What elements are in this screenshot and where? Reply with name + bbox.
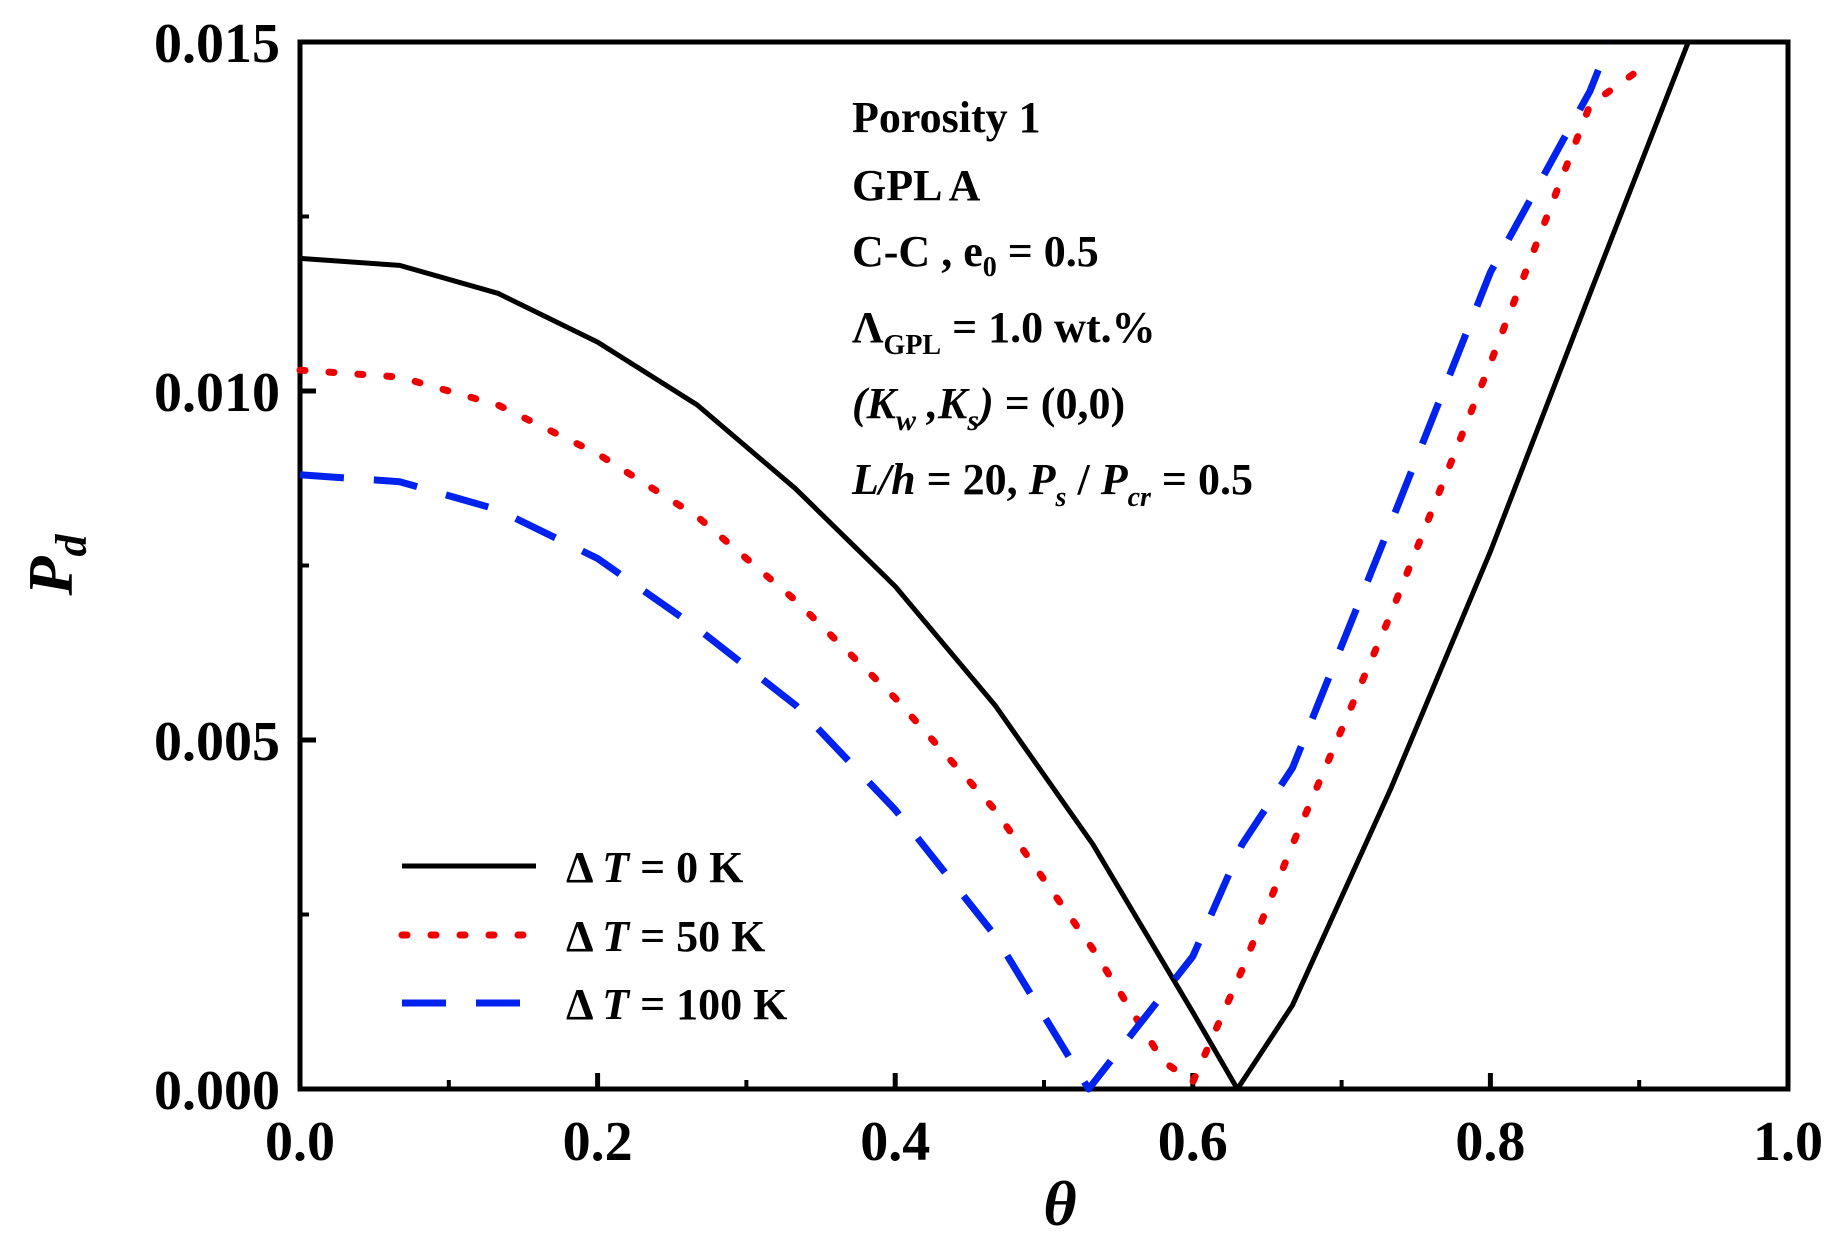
y-tick-label: 0.010 [154, 362, 280, 424]
y-tick-label: 0.005 [154, 711, 280, 773]
series-line-50k [296, 66, 1643, 1086]
annotation-porosity: Porosity 1 [852, 93, 1041, 142]
x-tick-label: 0.2 [563, 1111, 633, 1173]
y-axis-title-sub: d [47, 533, 96, 556]
annotation-block: Porosity 1 GPL A C-C , e0 = 0.5 ΛGPL = 1… [851, 93, 1253, 513]
x-tick-label: 0.4 [860, 1111, 930, 1173]
annotation-foundation: (Kw ,Ks) = (0,0) [852, 379, 1125, 437]
annotation-geometry-load: L/h = 20, Ps / Pcr = 0.5 [851, 455, 1253, 513]
tick-labels: 0.0 0.2 0.4 0.6 0.8 1.0 0.000 0.005 0.010 0.015 [154, 13, 1823, 1173]
y-axis-title-main: P [15, 556, 86, 597]
x-tick-label: 0.0 [265, 1111, 335, 1173]
series-line-0k [299, 41, 1691, 1092]
legend-label-50k: Δ T = 50 K [566, 912, 765, 961]
x-tick-label: 0.6 [1158, 1111, 1228, 1173]
series-layer [296, 40, 1691, 1093]
x-axis-title: θ [1043, 1168, 1076, 1239]
annotation-boundary: C-C , e0 = 0.5 [852, 227, 1099, 283]
legend-label-0k: Δ T = 0 K [566, 843, 743, 892]
y-tick-label: 0.015 [154, 13, 280, 75]
annotation-gpl: GPL A [852, 161, 981, 210]
x-tick-label: 1.0 [1753, 1111, 1823, 1173]
y-axis-title: Pd [15, 533, 96, 596]
y-tick-label: 0.000 [154, 1060, 280, 1122]
legend-label-100k: Δ T = 100 K [566, 980, 787, 1029]
x-tick-label: 0.8 [1455, 1111, 1525, 1173]
legend: Δ T = 0 K Δ T = 50 K Δ T = 100 K [398, 843, 787, 1029]
annotation-gpl-fraction: ΛGPL = 1.0 wt.% [852, 303, 1156, 361]
series-line-100k [299, 40, 1613, 1093]
